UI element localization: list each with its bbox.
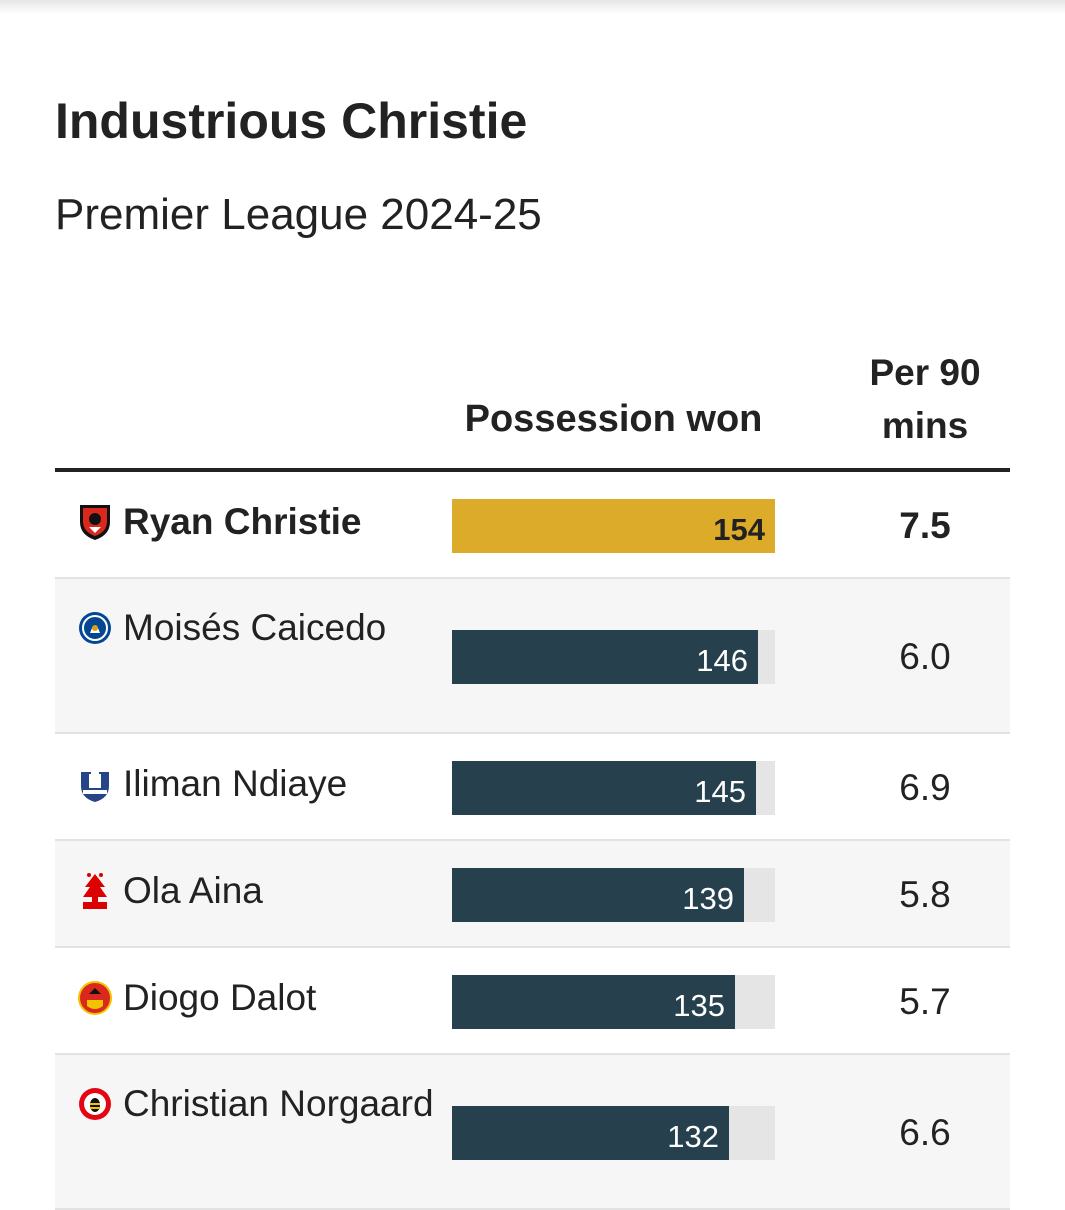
per-90-value: 6.6 xyxy=(899,1112,951,1153)
table-row: Ola Aina 139 5.8 xyxy=(55,841,1010,948)
player-name: Christian Norgaard xyxy=(123,1083,434,1124)
chart-title: Industrious Christie xyxy=(55,93,528,149)
player-name: Ola Aina xyxy=(123,870,263,911)
possession-won-value: 135 xyxy=(673,988,725,1023)
bar-track: 145 xyxy=(452,761,775,815)
possession-won-bar: 154 xyxy=(452,499,775,553)
table-row: Diogo Dalot 135 5.7 xyxy=(55,948,1010,1055)
possession-won-bar: 132 xyxy=(452,1106,729,1160)
player-name: Iliman Ndiaye xyxy=(123,763,348,804)
column-header-per-90-mins: Per 90 mins xyxy=(869,352,981,446)
brentford-crest-icon xyxy=(77,1084,113,1124)
nottingham-forest-crest-icon xyxy=(77,871,113,911)
top-edge-shadow xyxy=(0,0,1065,14)
bournemouth-crest-icon xyxy=(77,502,113,542)
per-90-value: 5.8 xyxy=(899,874,951,915)
bar-track: 132 xyxy=(452,1106,775,1160)
chart-subtitle: Premier League 2024-25 xyxy=(55,190,542,239)
manchester-united-crest-icon xyxy=(77,978,113,1018)
possession-won-value: 132 xyxy=(667,1119,719,1154)
table-row: Iliman Ndiaye 145 6.9 xyxy=(55,734,1010,841)
per-90-value: 5.7 xyxy=(899,981,951,1022)
header-rule xyxy=(55,468,1010,472)
bar-track: 154 xyxy=(452,499,775,553)
bar-track: 146 xyxy=(452,630,775,684)
possession-won-value: 154 xyxy=(713,512,765,547)
possession-won-bar: 135 xyxy=(452,975,735,1029)
possession-won-value: 139 xyxy=(682,881,734,916)
everton-crest-icon xyxy=(77,764,113,804)
player-name: Ryan Christie xyxy=(123,501,362,542)
possession-won-value: 145 xyxy=(694,774,746,809)
possession-won-bar: 145 xyxy=(452,761,756,815)
possession-won-bar: 146 xyxy=(452,630,758,684)
player-name: Moisés Caicedo xyxy=(123,607,387,648)
possession-won-value: 146 xyxy=(696,643,748,678)
bar-track: 139 xyxy=(452,868,775,922)
table-row: Moisés Caicedo 146 6.0 xyxy=(55,579,1010,734)
table-row: Ryan Christie 154 7.5 xyxy=(55,472,1010,579)
per-90-value: 6.9 xyxy=(899,767,951,808)
table-row: Christian Norgaard 132 6.6 xyxy=(55,1055,1010,1210)
player-name: Diogo Dalot xyxy=(123,977,317,1018)
bar-track: 135 xyxy=(452,975,775,1029)
column-header-possession-won: Possession won xyxy=(464,398,763,440)
possession-won-bar: 139 xyxy=(452,868,744,922)
per-90-value: 6.0 xyxy=(899,636,951,677)
per-90-value: 7.5 xyxy=(899,505,951,546)
chelsea-crest-icon xyxy=(77,608,113,648)
